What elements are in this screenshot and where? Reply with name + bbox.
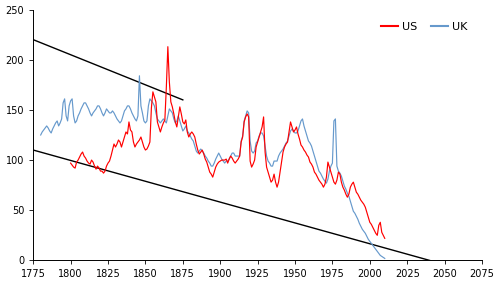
Legend: US, UK: US, UK bbox=[377, 18, 472, 36]
